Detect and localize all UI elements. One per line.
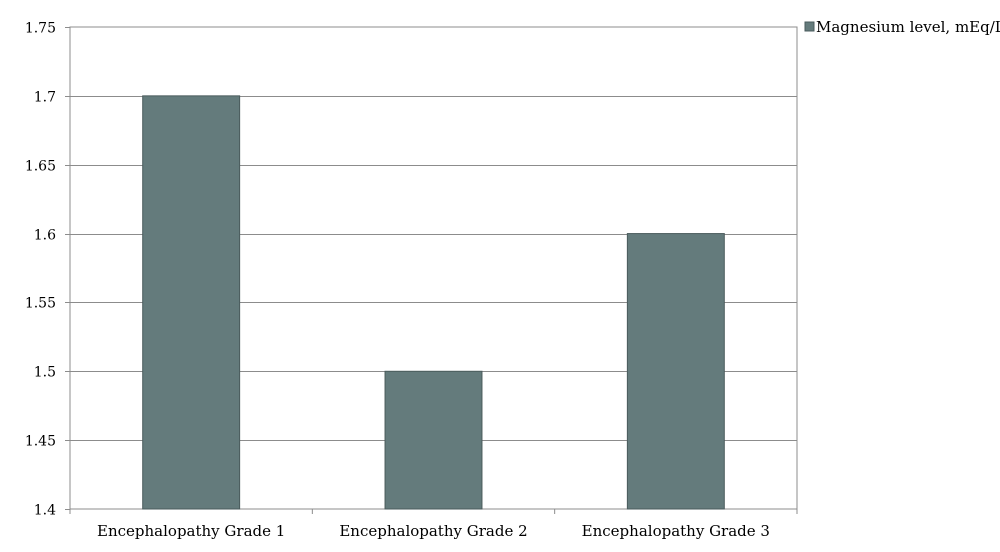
legend: Magnesium level, mEq/L <box>804 18 1000 36</box>
bars <box>142 95 725 510</box>
y-axis-ticks: 1.4 1.45 1.5 1.55 1.6 1.65 1.7 1.75 <box>25 21 70 519</box>
x-category-label: Encephalopathy Grade 3 <box>582 522 770 540</box>
bar-3 <box>626 233 725 510</box>
y-tick-label: 1.75 <box>25 21 56 37</box>
legend-swatch <box>804 21 815 32</box>
x-axis-ticks: Encephalopathy Grade 1 Encephalopathy Gra… <box>69 509 798 540</box>
y-tick-label: 1.65 <box>25 159 56 175</box>
y-tick-label: 1.5 <box>34 365 56 381</box>
bar-1 <box>142 95 241 510</box>
x-category-label: Encephalopathy Grade 2 <box>339 522 527 540</box>
legend-label: Magnesium level, mEq/L <box>816 18 1000 36</box>
bar-2 <box>384 370 483 510</box>
y-tick-label: 1.4 <box>34 503 56 519</box>
y-tick-label: 1.45 <box>25 434 56 450</box>
y-tick-label: 1.7 <box>34 90 56 106</box>
y-tick-label: 1.6 <box>34 228 56 244</box>
x-category-label: Encephalopathy Grade 1 <box>97 522 285 540</box>
y-tick-label: 1.55 <box>25 296 56 312</box>
